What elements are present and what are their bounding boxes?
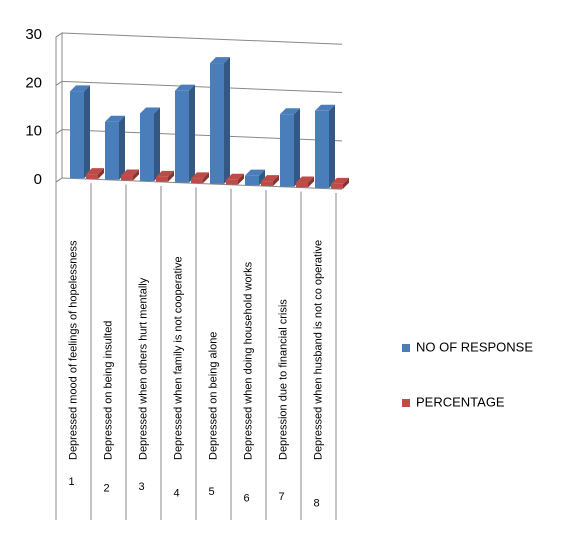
- legend-label: NO OF RESPONSE: [416, 339, 533, 354]
- bar-top: [140, 107, 160, 114]
- category-number: 6: [243, 492, 249, 504]
- bar: [121, 175, 133, 181]
- bar-side: [308, 176, 314, 188]
- x-tick-label: Depressed on being insulted: [102, 321, 114, 460]
- grid-line: [61, 80, 343, 94]
- bar: [105, 121, 119, 180]
- bar-top: [280, 108, 300, 115]
- grid-line: [61, 32, 343, 45]
- bar: [191, 178, 203, 184]
- bar: [140, 113, 154, 182]
- category-number: 2: [103, 482, 109, 494]
- x-tick-label: Depressed on being alone: [207, 332, 219, 460]
- bar-top: [175, 84, 195, 91]
- category-number: 7: [278, 491, 284, 503]
- bar: [245, 175, 259, 186]
- bar-top: [105, 115, 125, 122]
- legend-label: PERCENTAGE: [416, 394, 505, 409]
- y-tick-label: 20: [25, 74, 42, 91]
- bar: [70, 91, 84, 179]
- grid-line: [55, 32, 63, 38]
- category-number: 8: [313, 497, 319, 509]
- y-tick-label: 30: [25, 26, 42, 43]
- bar-top: [261, 175, 279, 182]
- bar-side: [133, 169, 139, 181]
- grid-line: [61, 177, 343, 190]
- back-wall: [55, 32, 63, 183]
- category-number: 4: [173, 487, 179, 499]
- bar-top: [210, 57, 230, 64]
- bar-top: [156, 170, 174, 177]
- legend-swatch: [402, 399, 410, 407]
- bar-side: [259, 169, 265, 186]
- x-tick-label: Depressed when family is not cooperative: [172, 256, 184, 460]
- bar: [210, 63, 224, 184]
- bar-side: [224, 57, 230, 184]
- y-tick-label: 10: [25, 123, 42, 140]
- x-tick-label: Depressed when husband is not co operati…: [312, 240, 324, 460]
- bar-side: [119, 115, 125, 180]
- bar-side: [168, 170, 174, 182]
- bar-top: [191, 172, 209, 179]
- x-tick-label: Depressed when others hurt mentally: [137, 277, 149, 460]
- bar: [261, 181, 273, 186]
- bar-side: [238, 173, 244, 185]
- bar-top: [70, 85, 90, 92]
- bar-side: [98, 168, 104, 179]
- bar-side: [154, 107, 160, 182]
- grid-line: [55, 80, 63, 86]
- category-number: 5: [208, 486, 214, 498]
- bar: [331, 183, 343, 189]
- grid-line: [55, 177, 63, 183]
- x-tick-label: Depressed when doing household works: [242, 261, 254, 460]
- bar: [280, 114, 294, 187]
- bar: [296, 182, 308, 188]
- bar: [175, 90, 189, 183]
- bar: [86, 174, 98, 179]
- bar: [315, 110, 329, 189]
- bar-side: [189, 84, 195, 183]
- bar-top: [331, 177, 349, 184]
- legend-swatch: [402, 344, 410, 352]
- bar-top: [121, 169, 139, 176]
- bar-top: [86, 168, 104, 175]
- bar-side: [294, 108, 300, 187]
- category-number: 1: [68, 476, 74, 488]
- bar: [156, 176, 168, 182]
- bar-side: [343, 177, 349, 189]
- bar-top: [245, 169, 265, 176]
- bar-top: [296, 176, 314, 183]
- grid-line: [55, 129, 63, 135]
- y-tick-label: 0: [34, 171, 42, 188]
- bar-side: [203, 172, 209, 184]
- bar-top: [315, 104, 335, 111]
- x-tick-label: Depressed mood of feelings of hopelessne…: [67, 240, 79, 460]
- x-tick-label: Depression due to financial crisis: [277, 299, 289, 460]
- bar: [226, 179, 238, 185]
- bar-side: [273, 175, 279, 186]
- bar-side: [329, 104, 335, 189]
- bar-top: [226, 173, 244, 180]
- bar-side: [84, 85, 90, 179]
- category-number: 3: [138, 481, 144, 493]
